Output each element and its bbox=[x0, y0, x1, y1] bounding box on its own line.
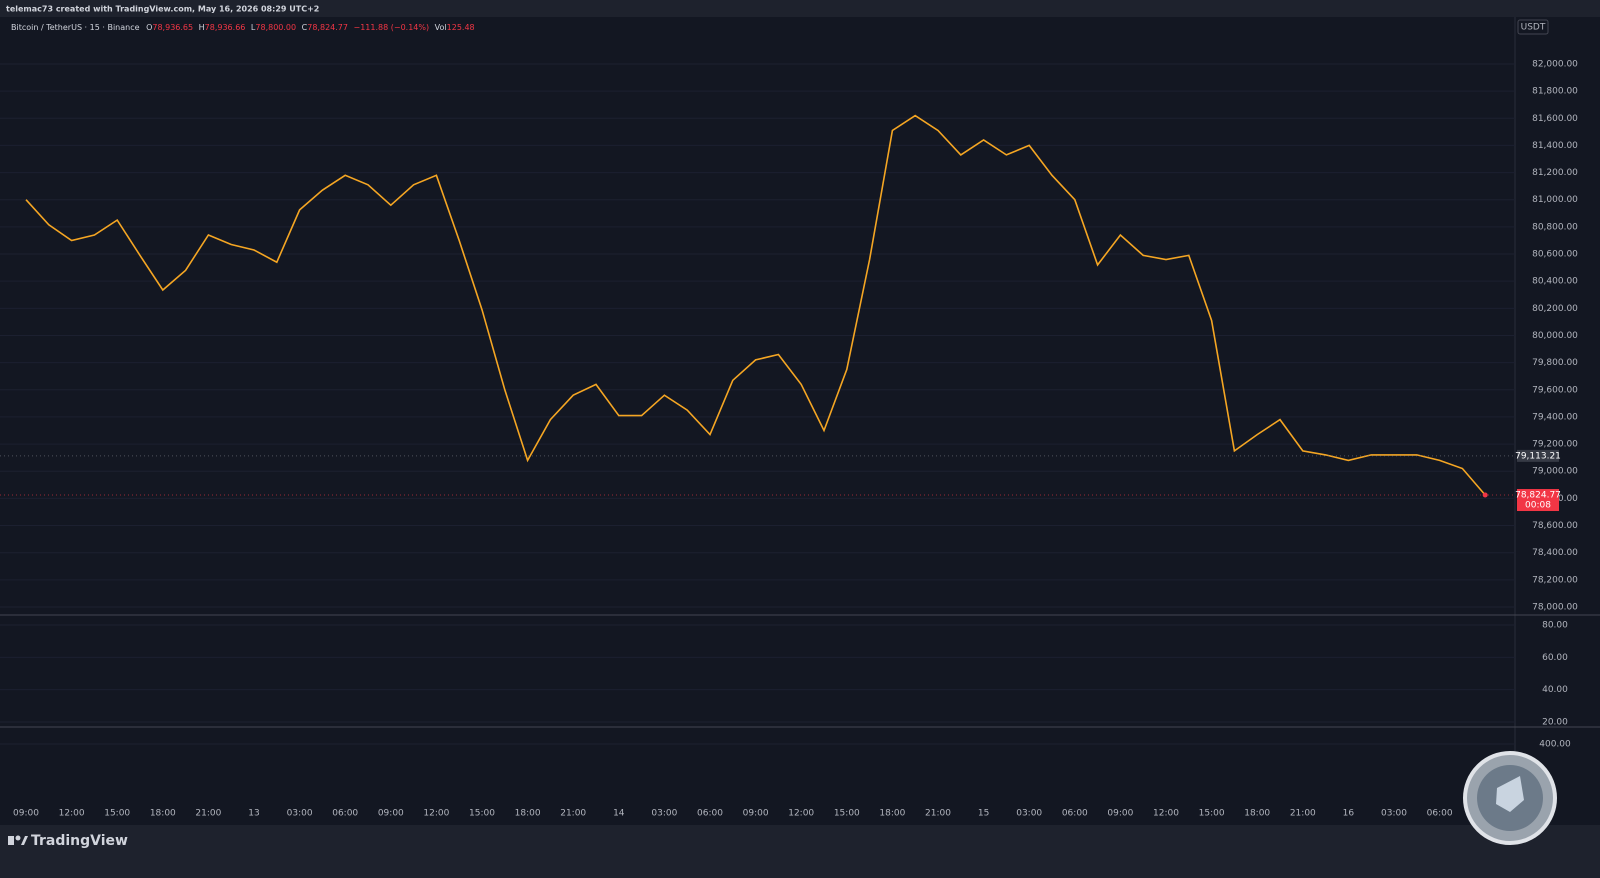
y-tick-label: 80.00 bbox=[1542, 621, 1568, 631]
y-tick-label: 20.00 bbox=[1542, 717, 1568, 727]
volume-label: Vol bbox=[435, 23, 447, 32]
currency: USDT bbox=[1521, 23, 1546, 33]
x-tick-label: 21:00 bbox=[560, 809, 586, 819]
x-tick-label: 09:00 bbox=[1107, 809, 1133, 819]
logo-mark bbox=[15, 835, 21, 841]
y-tick-label: 78,400.00 bbox=[1532, 548, 1578, 558]
price-label-box bbox=[1517, 489, 1559, 512]
ohlc-label: O bbox=[146, 23, 152, 32]
x-tick-label: 12:00 bbox=[59, 809, 85, 819]
ohlc-value: 78,936.65 bbox=[152, 23, 193, 32]
x-tick-label: 06:00 bbox=[332, 809, 358, 819]
brand: TradingView bbox=[31, 833, 128, 849]
ohlc-value: 78,800.00 bbox=[255, 23, 296, 32]
y-tick-label: 81,400.00 bbox=[1532, 141, 1578, 151]
y-tick-label: 81,000.00 bbox=[1532, 195, 1578, 205]
x-tick-label: 18:00 bbox=[515, 809, 541, 819]
x-tick-label: 06:00 bbox=[697, 809, 723, 819]
x-tick-label: 18:00 bbox=[150, 809, 176, 819]
x-tick-label: 15 bbox=[978, 809, 989, 819]
x-tick-label: 18:00 bbox=[1244, 809, 1270, 819]
y-tick-label: 78,200.00 bbox=[1532, 575, 1578, 585]
y-tick-label: 82,000.00 bbox=[1532, 59, 1578, 69]
x-tick-label: 14 bbox=[613, 809, 625, 819]
ohlc-value: 78,824.77 bbox=[307, 23, 348, 32]
currency-box bbox=[1517, 19, 1549, 35]
badge-icon bbox=[1496, 776, 1524, 812]
coin-badge bbox=[1463, 751, 1557, 845]
y-tick-label: 80,800.00 bbox=[1532, 222, 1578, 232]
ohlc-label: C bbox=[302, 23, 308, 32]
x-tick-label: 09:00 bbox=[378, 809, 404, 819]
x-tick-label: 21:00 bbox=[1290, 809, 1316, 819]
symbol-legend: Bitcoin / TetherUS · 15 · Binance O78,93… bbox=[11, 23, 475, 32]
y-tick-label: 40.00 bbox=[1542, 685, 1568, 695]
x-tick-label: 12:00 bbox=[788, 809, 814, 819]
y-tick-label: 80,000.00 bbox=[1532, 331, 1578, 341]
change: −111.88 (−0.14%) bbox=[354, 23, 430, 32]
countdown: 00:08 bbox=[1525, 501, 1551, 511]
price-label-box bbox=[1517, 449, 1559, 462]
logo-mark bbox=[21, 836, 28, 845]
x-tick-label: 09:00 bbox=[13, 809, 39, 819]
logo: TradingView bbox=[8, 833, 128, 849]
x-tick-label: 16 bbox=[1343, 809, 1355, 819]
y-tick-label: 400.00 bbox=[1539, 740, 1571, 750]
x-tick-label: 03:00 bbox=[651, 809, 677, 819]
y-tick-label: 81,800.00 bbox=[1532, 87, 1578, 97]
ohlc-value: 78,936.66 bbox=[205, 23, 246, 32]
x-tick-label: 21:00 bbox=[195, 809, 221, 819]
x-tick-label: 03:00 bbox=[287, 809, 313, 819]
logo-mark bbox=[8, 836, 14, 845]
y-tick-label: 79,400.00 bbox=[1532, 412, 1578, 422]
x-tick-label: 15:00 bbox=[1199, 809, 1225, 819]
y-tick-label: 78,600.00 bbox=[1532, 521, 1578, 531]
ohlc-label: L bbox=[251, 23, 256, 32]
bottom-bar bbox=[0, 825, 1600, 878]
y-tick-label: 80,600.00 bbox=[1532, 250, 1578, 260]
y-tick-label: 81,200.00 bbox=[1532, 168, 1578, 178]
last-point bbox=[1482, 492, 1488, 498]
y-tick-label: 78,000.00 bbox=[1532, 602, 1578, 612]
author-line: telemac73 created with TradingView.com, … bbox=[6, 5, 319, 14]
x-tick-label: 12:00 bbox=[1153, 809, 1179, 819]
y-tick-label: 79,600.00 bbox=[1532, 385, 1578, 395]
y-tick-label: 79,800.00 bbox=[1532, 358, 1578, 368]
y-tick-label: 79,000.00 bbox=[1532, 467, 1578, 477]
x-tick-label: 06:00 bbox=[1062, 809, 1088, 819]
price-label: 78,824.77 bbox=[1515, 491, 1561, 501]
y-tick-label: 79,200.00 bbox=[1532, 440, 1578, 450]
symbol: Bitcoin / TetherUS · 15 · Binance bbox=[11, 23, 140, 32]
x-tick-label: 13 bbox=[248, 809, 259, 819]
x-tick-label: 06:00 bbox=[1427, 809, 1453, 819]
y-tick-label: 80,200.00 bbox=[1532, 304, 1578, 314]
x-tick-label: 03:00 bbox=[1381, 809, 1407, 819]
price-line bbox=[25, 114, 1486, 496]
y-tick-label: 60.00 bbox=[1542, 653, 1568, 663]
x-tick-label: 15:00 bbox=[104, 809, 130, 819]
x-tick-label: 21:00 bbox=[925, 809, 951, 819]
x-tick-label: 03:00 bbox=[1016, 809, 1042, 819]
y-tick-label: 80,400.00 bbox=[1532, 277, 1578, 287]
x-tick-label: 12:00 bbox=[423, 809, 449, 819]
x-tick-label: 15:00 bbox=[469, 809, 495, 819]
y-tick-label: 81,600.00 bbox=[1532, 114, 1578, 124]
volume-value: 125.48 bbox=[447, 23, 475, 32]
x-tick-label: 15:00 bbox=[834, 809, 860, 819]
ohlc-label: H bbox=[199, 23, 205, 32]
price-label: 79,113.21 bbox=[1515, 451, 1561, 461]
x-tick-label: 18:00 bbox=[879, 809, 905, 819]
top-bar bbox=[0, 0, 1600, 17]
x-tick-label: 09:00 bbox=[743, 809, 769, 819]
